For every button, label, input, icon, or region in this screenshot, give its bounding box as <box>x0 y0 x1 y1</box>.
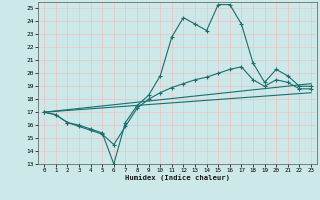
X-axis label: Humidex (Indice chaleur): Humidex (Indice chaleur) <box>125 175 230 181</box>
